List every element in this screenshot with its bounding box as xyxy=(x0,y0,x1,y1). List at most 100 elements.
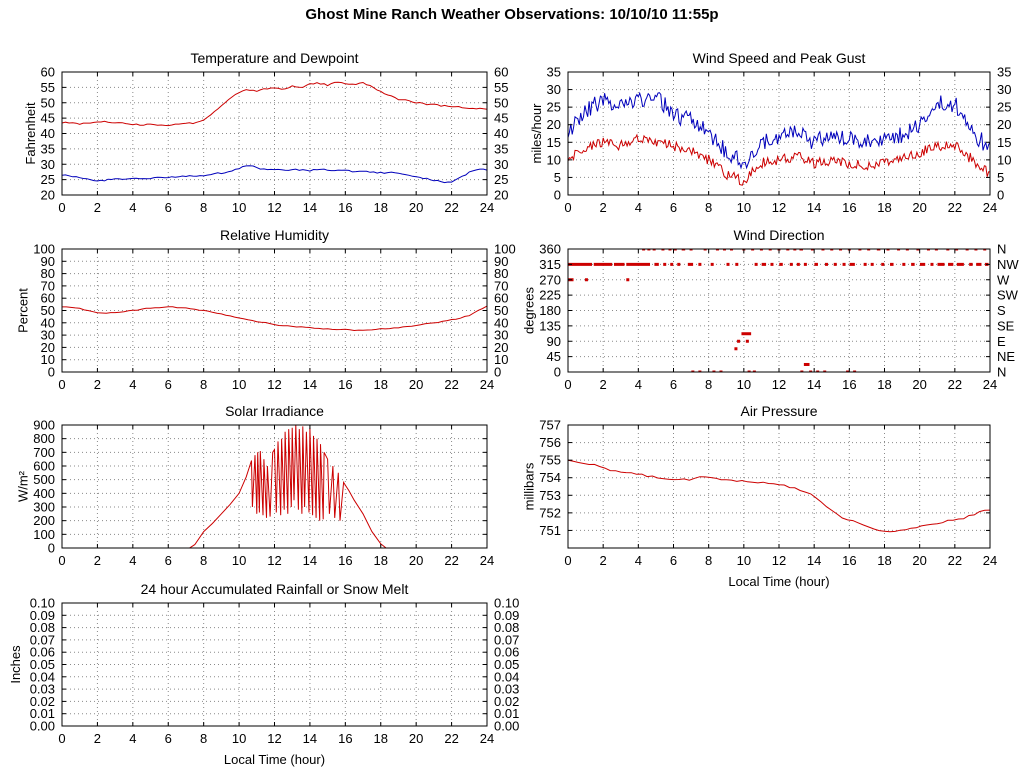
x-tick-label: 2 xyxy=(94,553,101,568)
y-axis-title: Fahrenheit xyxy=(23,102,38,165)
y-tick-label-right: W xyxy=(997,272,1010,287)
y-tick-label: 30 xyxy=(41,157,55,172)
scatter-dot xyxy=(673,249,677,251)
scatter-dot xyxy=(846,370,850,372)
x-tick-label: 12 xyxy=(267,731,281,746)
x-tick-label: 6 xyxy=(165,200,172,215)
x-tick-label: 12 xyxy=(772,200,786,215)
chart-title: Temperature and Dewpoint xyxy=(190,50,358,66)
y-tick-label-right: 50 xyxy=(494,95,508,110)
y-tick-label-right: 0.02 xyxy=(494,694,519,709)
y-tick-label: 45 xyxy=(41,111,55,126)
scatter-span xyxy=(670,262,674,266)
x-tick-label: 0 xyxy=(58,731,65,746)
y-tick-label: 60 xyxy=(41,65,55,80)
scatter-dot xyxy=(839,249,843,251)
scatter-span xyxy=(687,262,694,266)
y-tick-label-right: 0.05 xyxy=(494,657,519,672)
scatter-span xyxy=(890,262,894,266)
x-tick-label: 8 xyxy=(705,377,712,392)
y-tick-label: 0 xyxy=(554,188,561,203)
x-tick-label: 0 xyxy=(58,553,65,568)
x-tick-label: 14 xyxy=(807,377,821,392)
x-tick-label: 6 xyxy=(165,731,172,746)
y-axis-title: Inches xyxy=(8,645,23,684)
scatter-span xyxy=(876,249,881,251)
y-tick-label-right: N xyxy=(997,242,1006,257)
x-tick-label: 4 xyxy=(129,731,136,746)
x-tick-label: 18 xyxy=(877,553,891,568)
axes xyxy=(567,71,991,196)
x-tick-label: 14 xyxy=(303,731,317,746)
y-tick-label: 30 xyxy=(41,328,55,343)
y-tick-label: 500 xyxy=(33,472,55,487)
scatter-span xyxy=(814,262,818,266)
x-tick-label: 6 xyxy=(165,377,172,392)
y-tick-label-right: 35 xyxy=(997,65,1011,80)
gridlines xyxy=(62,603,487,726)
y-tick-label: 700 xyxy=(33,445,55,460)
series-layer xyxy=(62,425,487,548)
scatter-dot xyxy=(905,249,909,251)
scatter-span xyxy=(976,262,982,266)
x-tick-label: 8 xyxy=(200,731,207,746)
x-tick-label: 18 xyxy=(877,377,891,392)
y-tick-label: 0 xyxy=(48,541,55,556)
x-tick-label: 20 xyxy=(912,553,926,568)
y-tick-label: 600 xyxy=(33,459,55,474)
x-tick-label: 24 xyxy=(983,200,997,215)
page-title: Ghost Mine Ranch Weather Observations: 1… xyxy=(305,6,719,23)
scatter-span xyxy=(824,262,828,266)
scatter-span xyxy=(881,262,885,266)
x-tick-label: 10 xyxy=(232,377,246,392)
x-tick-label: 24 xyxy=(983,377,997,392)
y-tick-label: 0.00 xyxy=(30,719,55,734)
axes xyxy=(567,424,991,549)
series-layer xyxy=(568,249,989,372)
scatter-dot xyxy=(955,249,959,251)
y-tick-label: 360 xyxy=(539,242,561,257)
scatter-dot xyxy=(751,249,755,251)
scatter-dot xyxy=(821,249,825,251)
y-tick-label-right: NE xyxy=(997,349,1015,364)
x-tick-label: 12 xyxy=(772,377,786,392)
y-axis-title: millibars xyxy=(522,462,537,510)
x-tick-label: 24 xyxy=(480,553,494,568)
y-tick-label-right: N xyxy=(997,365,1006,380)
y-tick-label-right: 60 xyxy=(494,291,508,306)
scatter-dot xyxy=(745,339,749,343)
x-tick-label: 14 xyxy=(303,377,317,392)
y-tick-label-right: 40 xyxy=(494,126,508,141)
axes xyxy=(61,248,488,373)
scatter-dot xyxy=(810,249,814,251)
y-tick-label: 0 xyxy=(554,365,561,380)
y-tick-label: 50 xyxy=(41,303,55,318)
scatter-dot xyxy=(867,249,871,251)
scatter-span xyxy=(930,262,934,266)
scatter-span xyxy=(626,262,651,266)
scatter-span xyxy=(593,262,613,266)
scatter-span xyxy=(613,262,625,266)
x-tick-label: 2 xyxy=(600,377,607,392)
x-tick-label: 8 xyxy=(200,377,207,392)
gridlines xyxy=(62,72,487,195)
chart-title: Wind Direction xyxy=(733,227,824,243)
gridlines xyxy=(568,249,990,372)
y-tick-label: 0.03 xyxy=(30,682,55,697)
y-axis-title: degrees xyxy=(522,287,537,334)
scatter-span xyxy=(789,262,793,266)
scatter-span xyxy=(726,262,730,266)
y-tick-label-right: 0.01 xyxy=(494,706,519,721)
scatter-dot xyxy=(719,370,723,372)
x-tick-label: 4 xyxy=(129,377,136,392)
y-tick-label-right: 0.08 xyxy=(494,620,519,635)
x-tick-label: 18 xyxy=(877,200,891,215)
y-tick-label: 20 xyxy=(41,340,55,355)
scatter-span xyxy=(568,262,592,266)
x-tick-label: 24 xyxy=(983,553,997,568)
scatter-dot xyxy=(759,249,763,251)
